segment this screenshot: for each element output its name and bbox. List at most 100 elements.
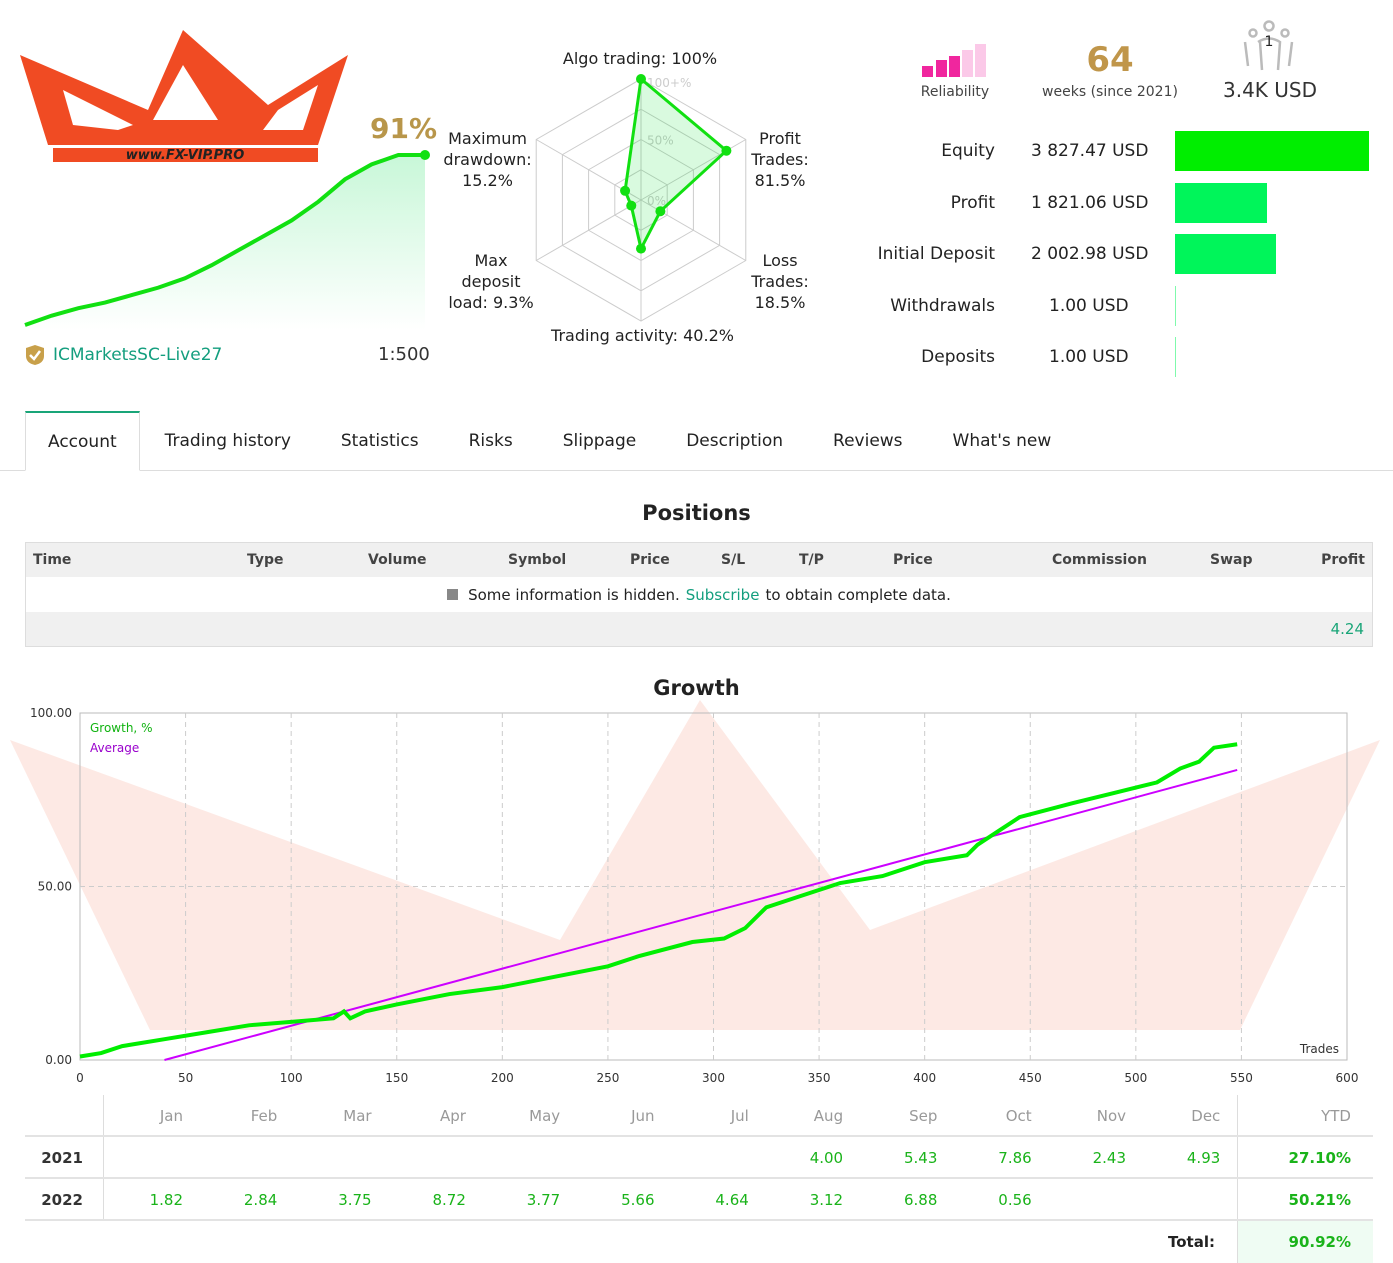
month-value: 6.88 (903, 1191, 938, 1209)
positions-header: Time Type Volume Symbol Price S/L T/P Pr… (26, 543, 1372, 577)
month-header: Oct (1005, 1107, 1032, 1125)
fx-vip-logo: www.FX-VIP.PRO (20, 30, 348, 163)
radar-label-algo: Algo trading: 100% (562, 49, 718, 68)
tab-risks[interactable]: Risks (468, 430, 513, 451)
radar-scale-label: 50% (647, 134, 674, 148)
month-header: Jul (730, 1107, 749, 1125)
financial-value: 3 827.47 USD (1031, 141, 1149, 161)
positions-title: Positions (642, 501, 751, 525)
radar-point-profit (721, 145, 732, 156)
month-header: May (529, 1107, 561, 1125)
x-tick-label: 300 (702, 1071, 725, 1085)
x-tick-label: 450 (1019, 1071, 1042, 1085)
month-header: Feb (250, 1107, 278, 1125)
month-header: Mar (343, 1107, 372, 1125)
column-divider (103, 1095, 104, 1135)
column-divider (1237, 1137, 1238, 1177)
tab-whats-new[interactable]: What's new (952, 430, 1052, 451)
financial-row: Initial Deposit 2 002.98 USD (860, 233, 1380, 275)
hidden-info-text-end: to obtain complete data. (765, 585, 951, 604)
monthly-row: 2021 4.00 5.43 7.86 2.43 4.93 27.10% (25, 1137, 1373, 1179)
x-tick-label: 100 (280, 1071, 303, 1085)
col-swap[interactable]: Swap (1210, 552, 1253, 568)
tab-account[interactable]: Account (25, 411, 140, 471)
col-time[interactable]: Time (33, 552, 72, 568)
radar-axis (535, 199, 642, 261)
col-price-current[interactable]: Price (893, 552, 933, 568)
financial-label: Initial Deposit (877, 244, 995, 264)
col-volume[interactable]: Volume (368, 552, 427, 568)
month-value: 3.12 (809, 1191, 844, 1209)
x-tick-label: 400 (913, 1071, 936, 1085)
total-value: 90.92% (1238, 1221, 1373, 1263)
subscribe-link[interactable]: Subscribe (685, 585, 760, 604)
col-price[interactable]: Price (630, 552, 670, 568)
tab-slippage[interactable]: Slippage (562, 430, 637, 451)
column-divider (1237, 1095, 1238, 1135)
growth-percent: 91% (370, 112, 438, 145)
x-tick-label: 0 (76, 1071, 84, 1085)
month-value: 1.82 (149, 1191, 183, 1209)
radar-point-load (626, 200, 637, 211)
hidden-info-text: Some information is hidden. (468, 585, 680, 604)
col-type[interactable]: Type (247, 552, 284, 568)
x-axis-label: Trades (1299, 1042, 1339, 1056)
growth-title: Growth (653, 676, 740, 700)
financial-bar (1175, 234, 1277, 274)
broker-server[interactable]: ICMarketsSC-Live27 (25, 344, 222, 366)
radar-label-loss: Loss Trades: 18.5% (751, 251, 809, 312)
radar-data-area (623, 76, 729, 253)
col-commission[interactable]: Commission (1052, 552, 1147, 568)
financial-row: Deposits 1.00 USD (860, 336, 1380, 378)
financial-value: 2 002.98 USD (1031, 244, 1149, 264)
month-value: 4.00 (809, 1149, 844, 1167)
subscribers-count: 1 (1264, 34, 1274, 50)
weeks-label: weeks (since 2021) (1042, 84, 1178, 100)
financial-label: Profit (950, 192, 995, 213)
column-divider (103, 1137, 104, 1177)
total-label: Total: (1168, 1233, 1215, 1251)
radar-label-profit: Profit Trades: 81.5% (751, 129, 809, 190)
month-header: Jun (631, 1107, 655, 1125)
financial-row: Equity 3 827.47 USD (860, 130, 1380, 172)
radar-point-drawdown (620, 185, 631, 196)
month-value: 0.56 (998, 1191, 1032, 1209)
y-tick-label: 50.00 (38, 880, 72, 894)
column-divider (1237, 1221, 1238, 1263)
financial-label: Withdrawals (890, 295, 995, 316)
tab-trading-history[interactable]: Trading history (164, 430, 291, 451)
broker-name: ICMarketsSC-Live27 (53, 345, 223, 365)
sparkline-area (25, 155, 425, 330)
col-symbol[interactable]: Symbol (508, 552, 567, 568)
tab-statistics[interactable]: Statistics (340, 430, 419, 451)
y-tick-label: 0.00 (45, 1053, 72, 1067)
tab-reviews[interactable]: Reviews (833, 430, 903, 451)
month-value: 3.77 (526, 1191, 561, 1209)
col-tp[interactable]: T/P (799, 552, 824, 568)
col-profit[interactable]: Profit (1321, 552, 1365, 568)
subscribers-icon (1243, 20, 1294, 71)
month-header: Aug (813, 1107, 844, 1125)
month-header: Jan (159, 1107, 183, 1125)
subscriber-funds: 3.4K USD (1222, 78, 1317, 102)
tab-description[interactable]: Description (686, 430, 784, 451)
sparkline-line (24, 153, 425, 327)
year-label: 2021 (41, 1149, 83, 1167)
x-tick-label: 350 (808, 1071, 831, 1085)
reliability-label: Reliability (920, 84, 990, 100)
col-sl[interactable]: S/L (721, 552, 746, 568)
positions-total: 4.24 (26, 612, 1372, 646)
monthly-returns-table: Jan Feb Mar Apr May Jun Jul Aug Sep Oct Nov Dec YTD 2… (25, 1095, 1373, 1263)
x-tick-label: 250 (596, 1071, 619, 1085)
financial-bar (1175, 182, 1268, 223)
growth-chart: 0 50 100 150 200 250 300 350 400 450 500 550 600 0.00… (10, 700, 1380, 1085)
month-value: 2.43 (1092, 1149, 1126, 1167)
x-tick-label: 150 (385, 1071, 408, 1085)
leverage: 1:500 (378, 344, 430, 365)
month-value: 4.93 (1186, 1149, 1221, 1167)
financial-bar (1175, 337, 1176, 377)
radar-label-drawdown: Maximum drawdown: 15.2% (443, 129, 532, 190)
growth-sparkline (24, 150, 430, 330)
series-line-growth (79, 742, 1238, 1059)
month-value: 5.43 (903, 1149, 938, 1167)
